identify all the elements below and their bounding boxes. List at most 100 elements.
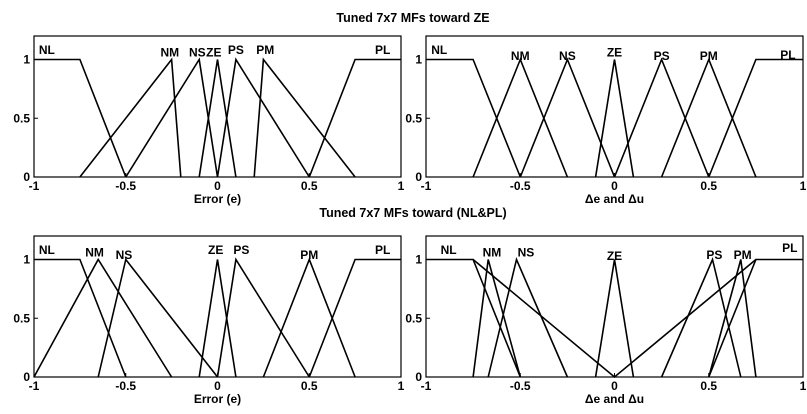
mf-line-ze (198, 59, 237, 178)
mf-line-pl (308, 258, 401, 378)
mf-label-ns: NS (559, 49, 576, 63)
x-tick-label: 1 (800, 179, 807, 193)
mf-line-nl (34, 58, 127, 178)
mf-label-ns: NS (518, 245, 535, 259)
mf-line-ns (487, 256, 569, 378)
mf-line-nl (426, 258, 522, 378)
mf-label-ps: PS (706, 248, 722, 262)
mf-label-pl: PL (375, 243, 390, 257)
x-axis-label: Error (e) (194, 192, 241, 206)
mf-line-pl (708, 258, 803, 378)
mf-label-nl: NL (431, 43, 447, 57)
y-tick-label: 1 (415, 253, 422, 267)
x-tick-label: -0.5 (510, 179, 531, 193)
plot-4: -1 -0.5 0 0.5 1 0 0.5 1 Δe and Δu NL NM NS ZE PS PM PL (405, 235, 807, 406)
top-chart-title: Tuned 7x7 MFs toward ZE (336, 11, 489, 25)
mf-line-pl (308, 58, 401, 178)
plot-1: -1 -0.5 0 0.5 1 0 0.5 1 Error (e) NL NM NS ZE PS PM PL (13, 35, 405, 206)
mf-label-pl: PL (375, 43, 390, 57)
mf-label-ps: PS (228, 43, 244, 57)
mf-label-pm: PM (300, 248, 318, 262)
mf-line-ps (216, 257, 310, 378)
x-tick-label: -1 (421, 179, 432, 193)
mf-label-pl: PL (782, 241, 797, 255)
x-axis-label: Error (e) (194, 392, 241, 406)
x-tick-label: 0.5 (700, 179, 717, 193)
x-axis-label: Δe and Δu (585, 192, 644, 206)
mf-line-ze (594, 59, 635, 178)
y-tick-label: 0 (23, 370, 30, 384)
x-tick-label: 1 (398, 379, 405, 393)
mf-line-pm (253, 57, 356, 178)
plot-2: -1 -0.5 0 0.5 1 0 0.5 1 Δe and Δu NL NM NS ZE PS PM PL (405, 35, 807, 206)
x-tick-label: -0.5 (115, 179, 136, 193)
mf-label-pm: PM (700, 49, 718, 63)
mf-line-nm (472, 259, 522, 378)
x-tick-label: 0 (611, 379, 618, 393)
x-tick-label: -1 (29, 379, 40, 393)
x-tick-label: 0.5 (301, 179, 318, 193)
mf-label-ze: ZE (607, 249, 622, 263)
mf-line-nm (33, 257, 173, 378)
mf-label-ze: ZE (607, 45, 622, 59)
mf-label-nm: NM (85, 245, 104, 259)
mf-label-ns: NS (189, 45, 206, 59)
y-tick-label: 1 (23, 253, 30, 267)
mf-line-ze (198, 259, 237, 378)
mf-label-ze: ZE (206, 45, 221, 59)
mf-label-nl: NL (39, 43, 55, 57)
mf-label-ze: ZE (208, 243, 223, 257)
y-tick-label: 0.5 (405, 311, 422, 325)
mf-line-ps (613, 57, 710, 178)
x-axis-label: Δe and Δu (585, 392, 644, 406)
mf-line-ns (519, 57, 616, 178)
mf-line-pm (708, 259, 757, 378)
plot-3: -1 -0.5 0 0.5 1 0 0.5 1 Error (e) NL NM NS ZE PS PM PL (13, 235, 405, 406)
mf-line-nl (426, 58, 522, 178)
mf-label-pm: PM (256, 43, 274, 57)
x-tick-label: 0 (214, 179, 221, 193)
mf-line-pm (262, 257, 356, 378)
mf-label-ns: NS (116, 248, 133, 262)
mf-label-pl: PL (780, 48, 795, 62)
x-tick-label: -0.5 (115, 379, 136, 393)
x-tick-label: 0 (214, 379, 221, 393)
mf-label-nm: NM (511, 49, 530, 63)
x-tick-label: 1 (398, 179, 405, 193)
y-tick-label: 0.5 (13, 111, 30, 125)
mf-label-nl: NL (39, 243, 55, 257)
mf-line-ns (125, 57, 219, 178)
mf-line-ns (97, 257, 219, 378)
mf-label-ps: PS (654, 49, 670, 63)
mf-line-pl (708, 58, 803, 178)
y-tick-label: 1 (23, 53, 30, 67)
mf-line-pm (660, 57, 757, 178)
mf-line-nm (472, 57, 569, 178)
x-tick-label: 1 (800, 379, 807, 393)
mf-label-ps: PS (233, 243, 249, 257)
mf-line-ze (594, 259, 635, 378)
mf-label-pm: PM (734, 248, 752, 262)
x-tick-label: 0 (611, 179, 618, 193)
y-tick-label: 0.5 (405, 111, 422, 125)
mf-line-nl (34, 258, 127, 378)
mf-line-nm (79, 57, 182, 178)
y-tick-label: 0 (415, 370, 422, 384)
mf-label-nm: NM (483, 245, 502, 259)
mf-label-nl: NL (441, 243, 457, 257)
bottom-chart-title: Tuned 7x7 MFs toward (NL&PL) (319, 206, 506, 220)
y-tick-label: 0 (23, 170, 30, 184)
mf-line-ps (660, 256, 742, 378)
mf-label-nm: NM (160, 45, 179, 59)
x-tick-label: -1 (421, 379, 432, 393)
x-tick-label: 0.5 (301, 379, 318, 393)
x-tick-label: 0.5 (700, 379, 717, 393)
y-tick-label: 0 (415, 170, 422, 184)
x-tick-label: -0.5 (510, 379, 531, 393)
x-tick-label: -1 (29, 179, 40, 193)
y-tick-label: 0.5 (13, 311, 30, 325)
y-tick-label: 1 (415, 53, 422, 67)
mf-line-ps (216, 57, 310, 178)
